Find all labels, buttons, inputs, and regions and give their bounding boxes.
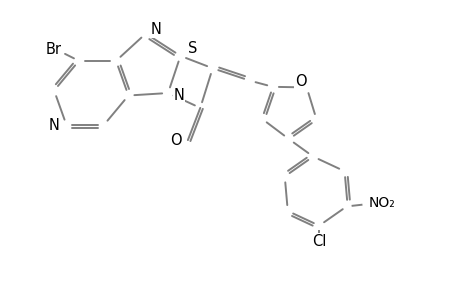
- Text: N: N: [49, 118, 60, 133]
- Text: Cl: Cl: [311, 234, 326, 249]
- Text: S: S: [188, 41, 197, 56]
- Text: N: N: [173, 88, 184, 103]
- Text: O: O: [169, 133, 181, 148]
- Text: NO₂: NO₂: [368, 196, 395, 210]
- Text: N: N: [150, 22, 161, 37]
- Text: O: O: [294, 74, 306, 89]
- Text: Br: Br: [45, 42, 61, 57]
